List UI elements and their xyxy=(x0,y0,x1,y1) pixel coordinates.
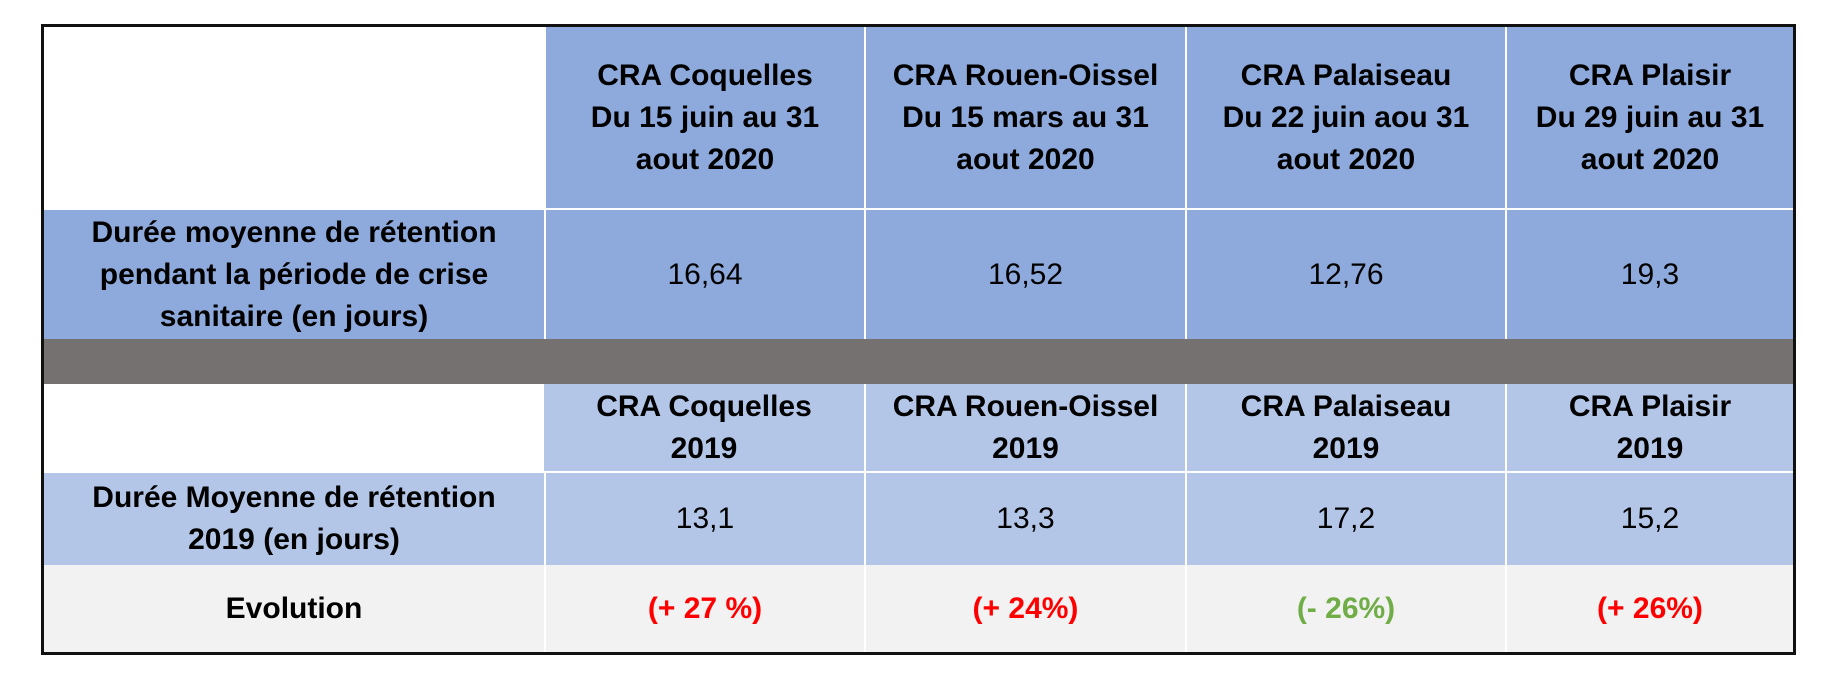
value-2019-rouen-oissel: 13,3 xyxy=(864,471,1185,565)
header-2020-palaiseau: CRA Palaiseau Du 22 juin aou 31 aout 202… xyxy=(1185,27,1505,208)
evolution-palaiseau: (- 26%) xyxy=(1185,565,1505,652)
retention-table-frame: CRA Coquelles Du 15 juin au 31 aout 2020… xyxy=(41,24,1796,655)
corner-cell-2019 xyxy=(44,384,544,471)
header-2020-plaisir: CRA Plaisir Du 29 juin au 31 aout 2020 xyxy=(1505,27,1793,208)
value-2020-palaiseau: 12,76 xyxy=(1185,208,1505,339)
value-2019-plaisir: 15,2 xyxy=(1505,471,1793,565)
header-2019-plaisir: CRA Plaisir 2019 xyxy=(1505,384,1793,471)
value-2020-plaisir: 19,3 xyxy=(1505,208,1793,339)
evolution-coquelles: (+ 27 %) xyxy=(544,565,864,652)
header-2019-coquelles: CRA Coquelles 2019 xyxy=(544,384,864,471)
row-label-2020: Durée moyenne de rétention pendant la pé… xyxy=(44,208,544,339)
header-2019-rouen-oissel: CRA Rouen-Oissel 2019 xyxy=(864,384,1185,471)
row-label-2019: Durée Moyenne de rétention 2019 (en jour… xyxy=(44,471,544,565)
header-2020-coquelles: CRA Coquelles Du 15 juin au 31 aout 2020 xyxy=(544,27,864,208)
evolution-plaisir: (+ 26%) xyxy=(1505,565,1793,652)
evolution-rouen-oissel: (+ 24%) xyxy=(864,565,1185,652)
header-2020-rouen-oissel: CRA Rouen-Oissel Du 15 mars au 31 aout 2… xyxy=(864,27,1185,208)
corner-cell-2020 xyxy=(44,27,544,208)
row-label-evolution: Evolution xyxy=(44,565,544,652)
section-separator xyxy=(44,339,1793,384)
retention-table: CRA Coquelles Du 15 juin au 31 aout 2020… xyxy=(44,27,1793,652)
header-2019-palaiseau: CRA Palaiseau 2019 xyxy=(1185,384,1505,471)
value-2020-rouen-oissel: 16,52 xyxy=(864,208,1185,339)
value-2019-palaiseau: 17,2 xyxy=(1185,471,1505,565)
value-2020-coquelles: 16,64 xyxy=(544,208,864,339)
value-2019-coquelles: 13,1 xyxy=(544,471,864,565)
